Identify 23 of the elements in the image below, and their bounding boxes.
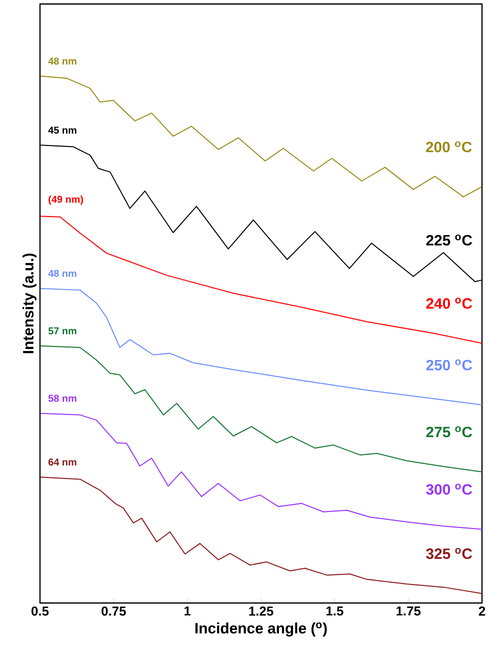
series-label: 250 $^{o}$C (426, 359, 472, 370)
x-tick-label: 1.25 (249, 606, 274, 616)
annotation: 57 nm (48, 327, 76, 334)
series-label: 240 $^{o}$C (426, 298, 472, 309)
x-axis-title: Incidence angle ($^{o}$) (195, 622, 327, 637)
annotation: (49 nm) (48, 196, 84, 205)
x-tick-label: 1.5 (326, 606, 344, 616)
annotation: 45 nm (48, 126, 76, 134)
annotation: 58 nm (48, 394, 76, 402)
annotation: 48 nm (48, 270, 76, 277)
series-label: 275 $^{o}$C (426, 426, 472, 438)
series-label: 225 $^{o}$C (426, 234, 472, 246)
annotation: 64 nm (48, 458, 76, 466)
y-axis-title: Intensity (a.u.) (22, 254, 36, 354)
x-tick-label: 0.75 (102, 606, 126, 616)
text: 48 nm (48, 58, 76, 65)
series-label: 200 $^{o}$C (426, 141, 472, 152)
x-tick-label: 1 (184, 606, 191, 616)
series-label: 300 $^{o}$C (426, 484, 472, 495)
x-tick-label: 1.75 (396, 606, 421, 616)
series-label: 325 $^{o}$C (426, 548, 472, 560)
x-tick-label: 0.5 (32, 606, 49, 616)
x-tick-label: 2 (478, 606, 486, 616)
